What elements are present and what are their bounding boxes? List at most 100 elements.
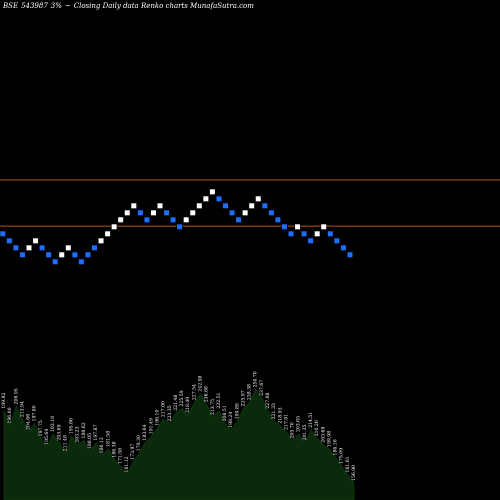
renko-brick-26 <box>170 216 177 223</box>
price-label-37: 198.24 <box>228 412 234 428</box>
renko-brick-48 <box>314 230 321 237</box>
renko-brick-0 <box>0 230 6 237</box>
price-label-21: 173.97 <box>130 444 136 460</box>
renko-brick-41 <box>268 209 275 216</box>
renko-brick-16 <box>104 230 111 237</box>
renko-brick-8 <box>52 258 59 265</box>
renko-brick-11 <box>71 251 78 258</box>
renko-brick-46 <box>300 230 308 237</box>
renko-brick-12 <box>78 258 85 265</box>
price-label-12: 203.23 <box>75 427 81 443</box>
renko-brick-10 <box>65 244 72 251</box>
price-label-33: 236.88 <box>204 386 210 402</box>
price-label-6: 197.75 <box>38 420 44 436</box>
price-label-18: 186.38 <box>112 441 118 457</box>
renko-brick-1 <box>6 237 13 244</box>
caption-label: Closing Daily data Renko charts MunafaSu… <box>73 2 254 10</box>
price-label-51: 210.26 <box>314 420 320 436</box>
renko-brick-50 <box>327 230 334 237</box>
price-label-50: 214.51 <box>308 412 314 428</box>
renko-brick-23 <box>150 209 157 216</box>
price-label-5: 197.80 <box>32 405 38 421</box>
renko-brick-42 <box>274 216 282 223</box>
price-label-1: 196.00 <box>7 407 13 423</box>
price-label-15: 197.87 <box>93 424 99 440</box>
price-label-32: 242.98 <box>197 375 203 391</box>
renko-brick-30 <box>196 202 203 209</box>
renko-brick-43 <box>281 223 288 230</box>
price-label-4: 204.66 <box>26 414 32 430</box>
renko-brick-21 <box>137 209 144 216</box>
renko-brick-53 <box>346 251 354 258</box>
renko-brick-25 <box>163 209 170 216</box>
renko-brick-19 <box>124 209 131 216</box>
price-label-27: 223.35 <box>167 405 173 421</box>
renko-brick-45 <box>294 223 301 230</box>
price-label-14: 188.05 <box>87 433 93 449</box>
price-label-43: 227.68 <box>265 392 271 408</box>
price-label-45: 218.93 <box>277 407 283 423</box>
price-label-20: 161.12 <box>124 456 130 472</box>
renko-brick-37 <box>242 209 249 216</box>
renko-brick-6 <box>38 244 46 251</box>
price-label-52: 203.68 <box>320 427 326 443</box>
renko-brick-17 <box>111 223 118 230</box>
price-label-9: 203.69 <box>56 424 62 440</box>
renko-brick-49 <box>320 223 327 230</box>
renko-brick-13 <box>84 251 92 258</box>
renko-brick-35 <box>228 209 236 216</box>
renko-brick-18 <box>117 216 124 223</box>
renko-brick-52 <box>340 244 347 251</box>
price-label-31: 227.54 <box>191 384 197 400</box>
price-label-38: 199.89 <box>234 403 240 419</box>
price-label-34: 213.75 <box>210 399 216 415</box>
separator-label: ~ <box>64 2 71 10</box>
price-label-26: 217.00 <box>161 401 167 417</box>
renko-brick-24 <box>156 202 164 209</box>
price-label-54: 186.16 <box>333 439 339 455</box>
renko-brick-31 <box>202 195 209 202</box>
price-label-42: 237.67 <box>259 380 265 396</box>
renko-brick-27 <box>176 223 183 230</box>
renko-brick-47 <box>307 237 314 244</box>
price-label-3: 213.94 <box>19 401 25 417</box>
price-label-10: 211.48 <box>62 435 68 451</box>
renko-brick-36 <box>235 216 242 223</box>
renko-brick-32 <box>209 188 216 195</box>
price-label-49: 201.35 <box>302 424 308 440</box>
price-label-28: 221.48 <box>173 395 179 411</box>
price-label-24: 191.49 <box>148 418 154 434</box>
brick-size-label: 3% <box>50 2 62 10</box>
renko-brick-29 <box>189 209 196 216</box>
exchange-label: BSE <box>3 2 19 10</box>
price-label-23: 183.64 <box>142 424 148 440</box>
price-label-40: 238.38 <box>247 384 253 400</box>
price-label-39: 225.97 <box>240 390 246 406</box>
price-label-35: 232.51 <box>216 392 222 408</box>
price-label-7: 195.64 <box>44 429 50 445</box>
renko-brick-15 <box>97 237 105 244</box>
renko-brick-39 <box>255 195 262 202</box>
price-label-19: 171.58 <box>118 448 124 464</box>
price-label-17: 181.58 <box>105 431 111 447</box>
price-label-47: 205.70 <box>290 422 296 438</box>
price-label-48: 203.65 <box>296 416 302 432</box>
price-label-25: 196.10 <box>155 410 161 426</box>
renko-brick-34 <box>222 202 229 209</box>
renko-brick-40 <box>261 202 268 209</box>
price-label-57: 156.90 <box>351 465 357 481</box>
price-label-46: 217.81 <box>283 414 289 430</box>
renko-brick-2 <box>12 244 20 251</box>
price-label-53: 199.98 <box>326 431 332 447</box>
symbol-label: 543987 <box>21 2 48 10</box>
price-label-22: 179.30 <box>136 435 142 451</box>
price-label-36: 208.51 <box>222 405 228 421</box>
renko-brick-3 <box>19 251 26 258</box>
price-label-29: 225.59 <box>179 390 185 406</box>
renko-brick-22 <box>143 216 151 223</box>
renko-brick-38 <box>248 202 255 209</box>
renko-brick-4 <box>25 244 33 251</box>
renko-brick-28 <box>183 216 190 223</box>
